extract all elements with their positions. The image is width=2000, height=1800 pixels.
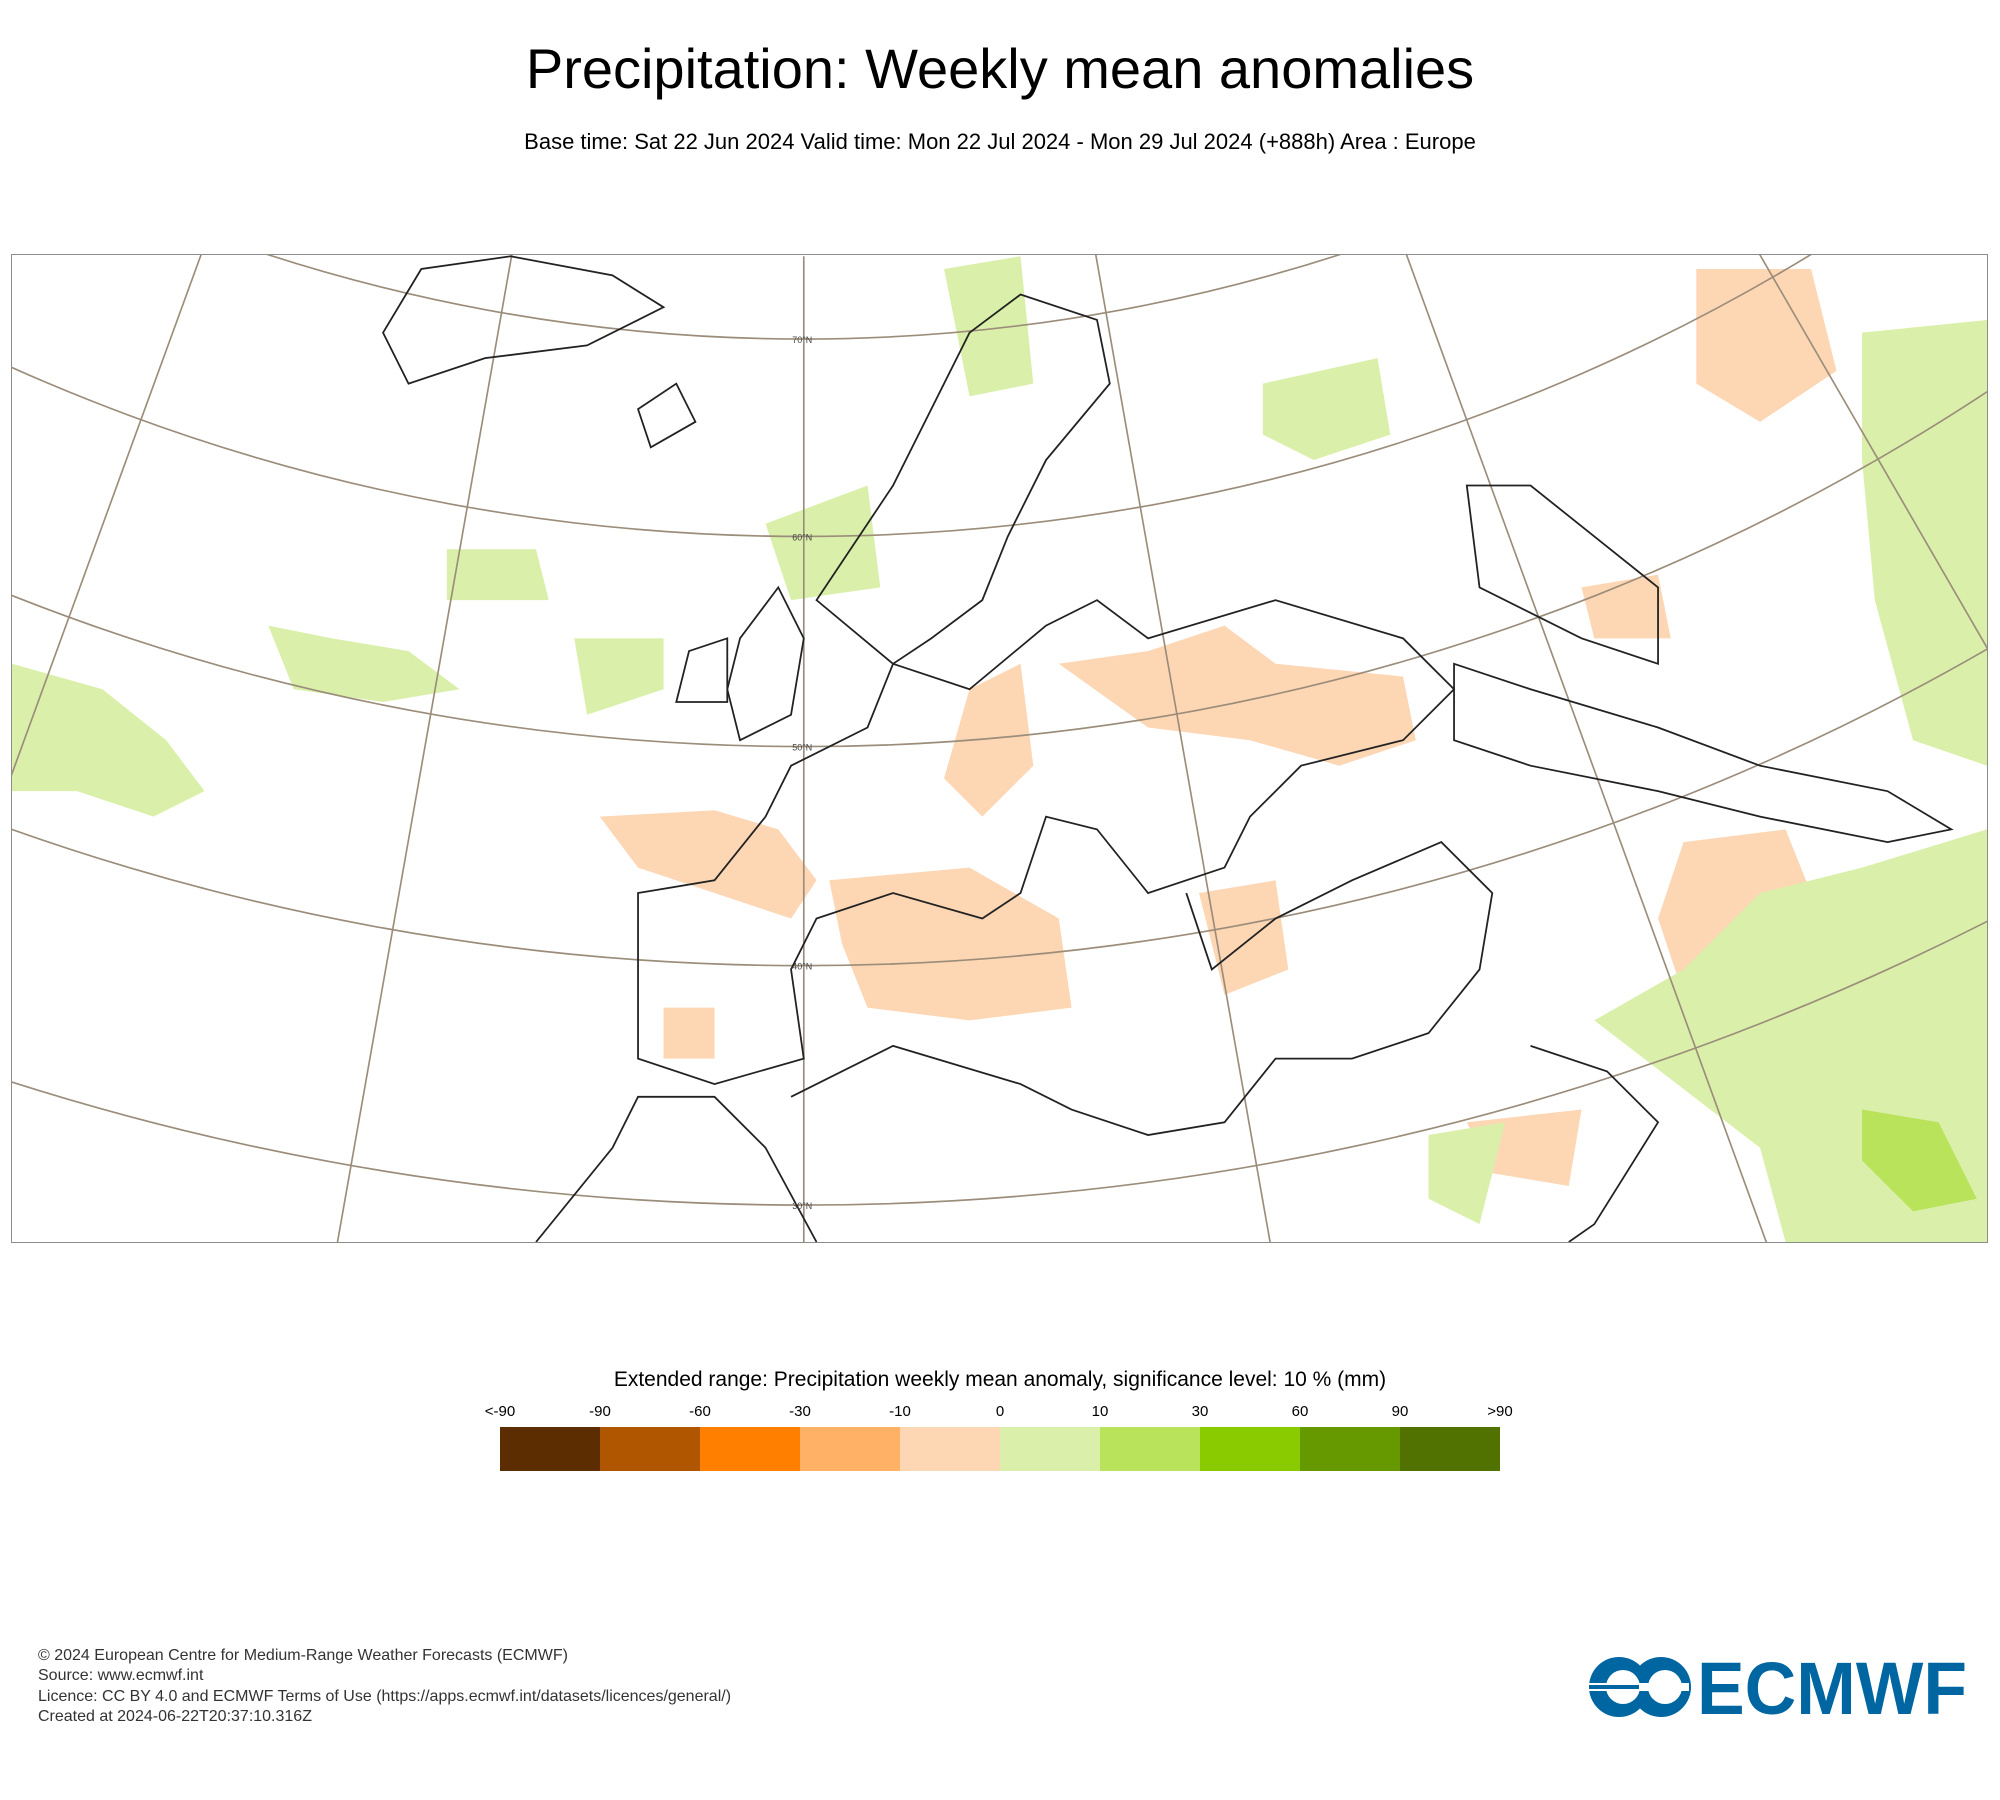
colorbar-swatch bbox=[1300, 1427, 1400, 1471]
anomaly-patch bbox=[1696, 269, 1837, 422]
anomaly-patch bbox=[663, 1007, 715, 1059]
colorbar-tick-label: 0 bbox=[995, 1403, 1005, 1420]
footer-licence: Licence: CC BY 4.0 and ECMWF Terms of Us… bbox=[38, 1688, 732, 1705]
coastline bbox=[815, 293, 1111, 665]
anomaly-fields bbox=[12, 256, 1987, 1242]
coastline bbox=[382, 255, 666, 385]
footer-created: Created at 2024-06-22T20:37:10.316Z bbox=[38, 1708, 312, 1725]
map-panel: 70°N 60°N 50°N 40°N 30°N bbox=[11, 254, 1988, 1243]
colorbar-swatch bbox=[1200, 1427, 1300, 1471]
chart-subtitle: Base time: Sat 22 Jun 2024 Valid time: M… bbox=[524, 129, 1476, 154]
anomaly-patch bbox=[574, 638, 664, 715]
colorbar-swatch bbox=[1400, 1427, 1500, 1471]
anomaly-patch bbox=[1862, 1109, 1977, 1212]
colorbar-tick-label: >90 bbox=[1487, 1403, 1513, 1420]
colorbar-swatch bbox=[700, 1427, 800, 1471]
meridian-line bbox=[12, 255, 202, 776]
colorbar-swatch bbox=[900, 1427, 1000, 1471]
latitude-label: 60°N bbox=[792, 532, 812, 542]
coastline bbox=[636, 382, 697, 449]
colorbar-tick-label: -30 bbox=[789, 1403, 811, 1420]
coastline bbox=[1465, 484, 1659, 666]
meridian-line bbox=[1094, 255, 1271, 1242]
colorbar-tick-label: 90 bbox=[1391, 1403, 1409, 1420]
anomaly-patch bbox=[599, 810, 817, 919]
colorbar-tick-label: -60 bbox=[689, 1403, 711, 1420]
coastline bbox=[726, 585, 805, 742]
anomaly-patch bbox=[12, 663, 205, 817]
coastline bbox=[675, 637, 729, 703]
ecmwf-logo-mark bbox=[1589, 1657, 1691, 1717]
coastline bbox=[535, 1095, 818, 1242]
ecmwf-logo-text: ECMWF bbox=[1697, 1652, 1967, 1722]
ecmwf-logo: ECMWF bbox=[1589, 1652, 1967, 1722]
anomaly-patch bbox=[944, 663, 1034, 817]
anomaly-patch bbox=[1862, 319, 1987, 766]
anomaly-patch bbox=[944, 256, 1034, 397]
latitude-label: 70°N bbox=[792, 335, 812, 345]
anomaly-patch bbox=[1581, 574, 1671, 639]
footer-source: Source: www.ecmwf.int bbox=[38, 1667, 204, 1684]
colorbar-tick-label: <-90 bbox=[484, 1403, 516, 1420]
colorbar-swatch bbox=[600, 1427, 700, 1471]
colorbar-swatch bbox=[1000, 1427, 1100, 1471]
latitude-labels: 70°N 60°N 50°N 40°N 30°N bbox=[792, 335, 812, 1211]
anomaly-patch bbox=[268, 625, 460, 703]
colorbar-tick-label: 60 bbox=[1291, 1403, 1309, 1420]
anomaly-patch bbox=[446, 549, 549, 601]
colorbar-tick-label: 30 bbox=[1191, 1403, 1209, 1420]
coastline bbox=[1530, 1045, 1660, 1242]
anomaly-patch bbox=[1262, 358, 1391, 461]
anomaly-patch bbox=[1058, 625, 1416, 766]
footer-copyright: © 2024 European Centre for Medium-Range … bbox=[38, 1647, 568, 1664]
colorbar-tick-label: -10 bbox=[889, 1403, 911, 1420]
latitude-label: 50°N bbox=[792, 742, 812, 752]
anomaly-patch bbox=[1658, 829, 1812, 995]
legend-title: Extended range: Precipitation weekly mea… bbox=[613, 1368, 1387, 1391]
colorbar-tick-label: -90 bbox=[589, 1403, 611, 1420]
latitude-label: 30°N bbox=[792, 1201, 812, 1211]
coastline bbox=[637, 599, 1456, 1086]
coastline bbox=[1453, 662, 1954, 844]
chart-title: Precipitation: Weekly mean anomalies bbox=[525, 37, 1475, 100]
coastlines bbox=[382, 255, 1954, 1242]
colorbar-tick-label: 10 bbox=[1091, 1403, 1109, 1420]
anomaly-patch bbox=[829, 867, 1072, 1021]
colorbar-swatch bbox=[800, 1427, 900, 1471]
colorbar-swatch bbox=[1100, 1427, 1200, 1471]
meridian-line bbox=[1405, 255, 1768, 1242]
anomaly-patch bbox=[1199, 880, 1289, 995]
coastline bbox=[790, 841, 1494, 1136]
anomaly-patch bbox=[1428, 1122, 1506, 1225]
meridian-line bbox=[336, 255, 513, 1242]
anomaly-patch bbox=[765, 485, 881, 601]
meridian-line bbox=[1759, 255, 1987, 650]
graticule bbox=[12, 255, 1987, 1242]
colorbar-swatch bbox=[500, 1427, 600, 1471]
latitude-label: 40°N bbox=[792, 961, 812, 971]
